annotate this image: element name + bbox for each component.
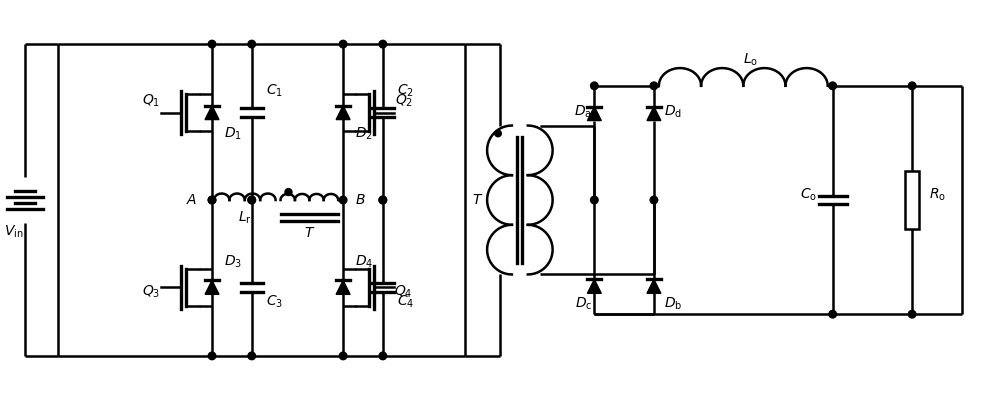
Circle shape — [650, 196, 658, 204]
Circle shape — [591, 196, 598, 204]
Circle shape — [208, 352, 216, 360]
Circle shape — [339, 352, 347, 360]
Text: $T$: $T$ — [304, 226, 315, 240]
Text: $Q_1$: $Q_1$ — [142, 93, 161, 109]
Circle shape — [650, 82, 658, 90]
Text: $C_2$: $C_2$ — [397, 83, 414, 99]
Text: $C_4$: $C_4$ — [397, 293, 414, 310]
Circle shape — [379, 196, 387, 204]
Text: $T$: $T$ — [472, 193, 484, 207]
Circle shape — [591, 82, 598, 90]
Circle shape — [379, 352, 387, 360]
Polygon shape — [587, 107, 601, 120]
Text: $D_{\rm c}$: $D_{\rm c}$ — [575, 296, 592, 312]
Text: $D_1$: $D_1$ — [224, 126, 242, 142]
Circle shape — [379, 40, 387, 48]
Polygon shape — [205, 280, 219, 294]
Text: $D_{\rm b}$: $D_{\rm b}$ — [664, 296, 682, 312]
Circle shape — [339, 40, 347, 48]
Circle shape — [908, 310, 916, 318]
Text: $V_{\rm in}$: $V_{\rm in}$ — [4, 224, 23, 240]
Text: $D_{\rm a}$: $D_{\rm a}$ — [574, 104, 592, 120]
Text: $L_{\rm r}$: $L_{\rm r}$ — [238, 210, 252, 226]
Circle shape — [208, 196, 216, 204]
Text: $Q_2$: $Q_2$ — [395, 93, 413, 109]
Text: $D_{\rm d}$: $D_{\rm d}$ — [664, 104, 682, 120]
Polygon shape — [336, 106, 350, 120]
Text: $B$: $B$ — [355, 193, 366, 207]
Text: $D_3$: $D_3$ — [224, 254, 242, 270]
Bar — [905, 171, 919, 229]
Circle shape — [285, 188, 292, 196]
Circle shape — [208, 196, 216, 204]
Polygon shape — [587, 280, 601, 293]
Circle shape — [339, 196, 347, 204]
Text: $C_1$: $C_1$ — [266, 83, 283, 99]
Circle shape — [829, 82, 836, 90]
Circle shape — [248, 196, 256, 204]
Circle shape — [379, 196, 387, 204]
Circle shape — [495, 130, 501, 137]
Text: $D_4$: $D_4$ — [355, 254, 373, 270]
Circle shape — [248, 352, 256, 360]
Circle shape — [248, 40, 256, 48]
Text: $R_{\rm o}$: $R_{\rm o}$ — [929, 187, 946, 203]
Text: $Q_3$: $Q_3$ — [142, 283, 161, 300]
Polygon shape — [336, 280, 350, 294]
Text: $C_3$: $C_3$ — [266, 293, 283, 310]
Circle shape — [208, 40, 216, 48]
Text: $Q_4$: $Q_4$ — [394, 283, 413, 300]
Polygon shape — [205, 106, 219, 120]
Circle shape — [248, 196, 256, 204]
Text: $L_{\rm o}$: $L_{\rm o}$ — [743, 52, 758, 68]
Text: $C_{\rm o}$: $C_{\rm o}$ — [800, 187, 817, 203]
Polygon shape — [647, 280, 661, 293]
Polygon shape — [647, 107, 661, 120]
Text: $A$: $A$ — [186, 193, 197, 207]
Circle shape — [908, 82, 916, 90]
Circle shape — [829, 310, 836, 318]
Text: $D_2$: $D_2$ — [355, 126, 373, 142]
